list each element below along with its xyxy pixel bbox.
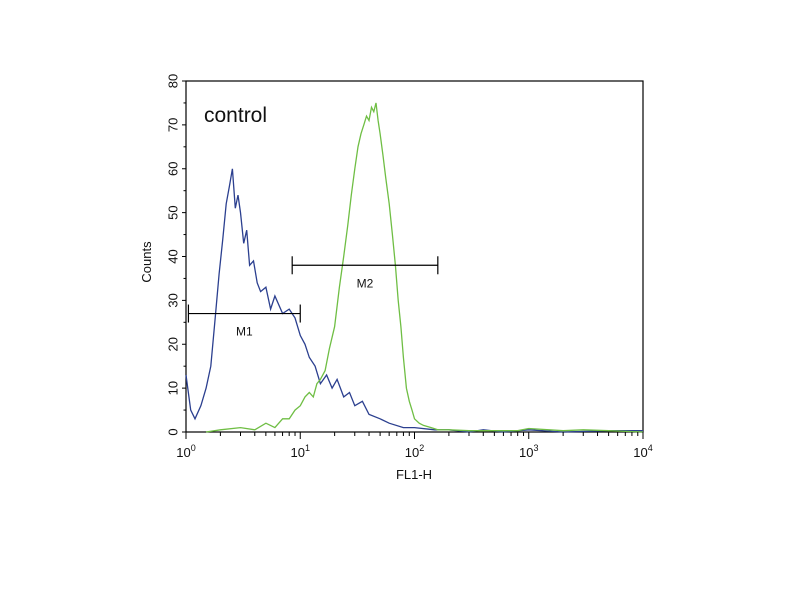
histogram-series-1: [185, 168, 643, 433]
plot-frame: [185, 80, 644, 433]
histogram-series-2: [206, 102, 644, 433]
y-tick-label-0: 0: [165, 428, 180, 435]
series-layer: [185, 102, 644, 433]
y-tick-label-70: 70: [165, 118, 180, 132]
y-axis-label: Counts: [139, 241, 154, 283]
marker-m1: M1: [187, 304, 301, 339]
tick-layer: 0 10 20 30 40 50 60 70 80 100 101 102 103 104: [165, 74, 652, 460]
y-tick-label-40: 40: [165, 249, 180, 263]
marker-layer: M1 M2: [187, 256, 439, 339]
x-tick-label-100: 102: [405, 443, 424, 460]
y-tick-label-50: 50: [165, 205, 180, 219]
x-axis-label: FL1-H: [396, 467, 432, 482]
y-tick-label-60: 60: [165, 162, 180, 176]
x-tick-label-10: 101: [291, 443, 310, 460]
y-tick-label-20: 20: [165, 337, 180, 351]
marker-m2: M2: [291, 256, 439, 290]
x-tick-label-1: 100: [176, 443, 195, 460]
x-tick-label-1000: 103: [519, 443, 538, 460]
marker-label-m2: M2: [357, 276, 374, 290]
y-tick-label-80: 80: [165, 74, 180, 88]
annotation-control: control: [204, 104, 267, 127]
y-tick-label-10: 10: [165, 381, 180, 395]
y-tick-label-30: 30: [165, 293, 180, 307]
x-tick-label-10000: 104: [633, 443, 652, 460]
marker-label-m1: M1: [236, 325, 253, 339]
